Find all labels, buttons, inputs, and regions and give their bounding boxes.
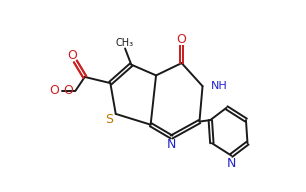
Text: O: O [64,84,73,97]
Text: N: N [167,138,176,151]
Text: N: N [226,157,236,170]
Text: NH: NH [211,81,228,91]
Text: CH₃: CH₃ [116,38,134,48]
Text: O: O [67,49,77,62]
Text: O: O [50,84,59,97]
Text: S: S [105,113,113,126]
Text: O: O [177,33,187,46]
